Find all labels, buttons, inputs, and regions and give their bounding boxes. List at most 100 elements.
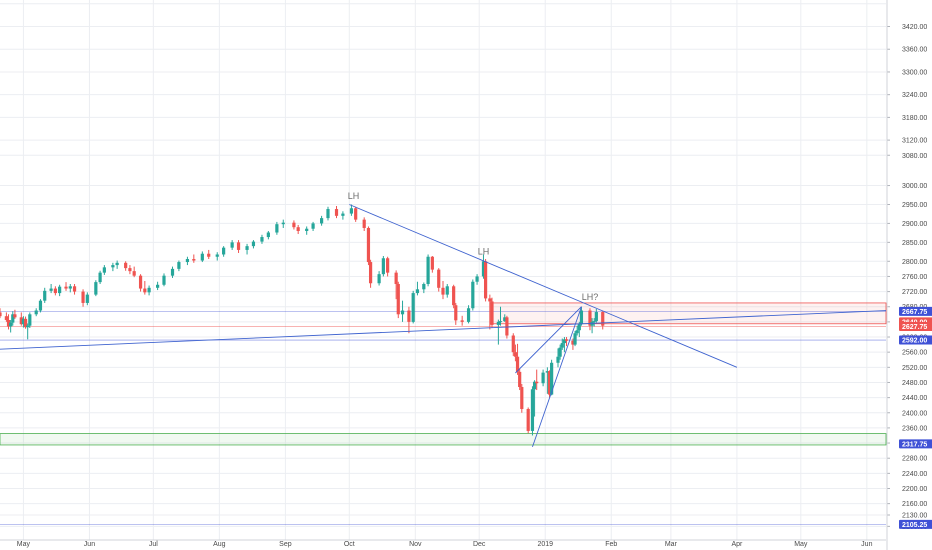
trendline[interactable] [515,306,582,374]
y-tick-label: 2400.00 [902,410,927,417]
candle-body [4,316,8,320]
price-badge [899,519,932,529]
annotations: LH LH LH? [348,191,598,302]
candle-body [102,267,106,273]
y-tick-label: 2160.00 [902,501,927,508]
price-badge-label: 2592.00 [902,338,927,345]
candle-body [138,275,143,289]
price-badge [899,322,932,332]
candle-body [43,290,47,301]
candle-body [296,227,300,231]
candle-body [422,284,426,290]
candle-body [49,288,53,291]
candle-body [326,209,330,219]
candle-body [490,301,494,325]
trendline[interactable] [0,310,887,350]
candle-body [377,274,381,284]
candle-body [111,265,115,268]
candle-body [207,253,211,257]
candle-body [471,281,475,309]
candle-body [13,314,17,318]
candle-body [230,242,234,248]
candle-body [11,314,15,323]
candle-body [415,289,420,294]
candle-body [292,222,296,228]
candle-body [19,317,23,325]
candle-body [498,321,503,323]
candle-body [547,371,552,395]
candle-body [505,317,509,336]
x-tick-label: May [794,541,808,548]
trendline[interactable] [349,204,738,368]
candle-body [562,339,566,344]
price-badge [899,439,932,449]
candle-body [200,253,204,261]
candle-body [128,268,132,272]
candle-body [94,282,98,295]
candle-body [362,219,366,228]
candle-body [513,352,518,357]
candle-body [530,389,535,431]
candle-body [0,312,2,317]
candle-body [251,241,256,247]
candle-body [488,298,492,302]
candle-body [396,284,400,315]
candle-body [34,310,38,315]
price-badge-label: 2667.75 [902,309,927,316]
y-tick-label: 2200.00 [902,486,927,493]
support-zone [0,433,887,446]
candle-body [162,275,166,285]
candle-body [511,335,515,353]
candle-body [503,317,507,322]
candle-body [556,356,560,363]
x-tick-label: Jul [149,541,158,548]
candle-body [222,247,226,255]
candle-body [460,320,464,322]
y-tick-label: 2440.00 [902,395,927,402]
candle-body [9,322,13,327]
candle-body [564,339,569,341]
candle-body [311,223,315,229]
candle-body [400,310,405,315]
candle-body [124,262,128,269]
y-tick-label: 3000.00 [902,183,927,190]
y-tick-label: 2760.00 [902,274,927,281]
candle-body [349,208,354,214]
y-tick-label: 2240.00 [902,471,927,478]
candle-body [515,356,520,372]
x-tick-label: 2019 [537,541,553,548]
candle-body [526,408,530,431]
candle-body [23,318,28,328]
candle-body [452,286,456,306]
candle-body [588,310,592,326]
y-tick-label: 3180.00 [902,115,927,122]
candle-body [475,276,479,282]
x-tick-label: Dec [473,541,486,548]
x-tick-label: Jun [84,541,95,548]
candle-body [275,224,279,233]
candle-body [28,314,32,326]
candle-body [577,324,581,331]
annotation-label: LH? [582,292,599,302]
y-tick-label: 2720.00 [902,289,927,296]
y-tick-label: 2950.00 [902,202,927,209]
x-tick-label: Mar [665,541,678,548]
y-tick-label: 3300.00 [902,69,927,76]
candle-body [560,343,564,348]
candle-body [550,362,554,395]
candle-body [483,261,488,299]
candle-body [573,333,577,345]
candle-body [426,256,430,285]
y-tick-label: 2850.00 [902,240,927,247]
trendline[interactable] [532,306,582,447]
price-badges: 2667.752640.002627.752592.002317.752105.… [899,306,932,529]
grid [0,0,886,540]
price-badge [899,306,932,316]
candle-body [245,246,249,250]
price-badge-label: 2627.75 [902,324,927,331]
candle-body [53,288,57,294]
x-tick-label: May [17,541,31,548]
y-tick-label: 3120.00 [902,138,927,145]
